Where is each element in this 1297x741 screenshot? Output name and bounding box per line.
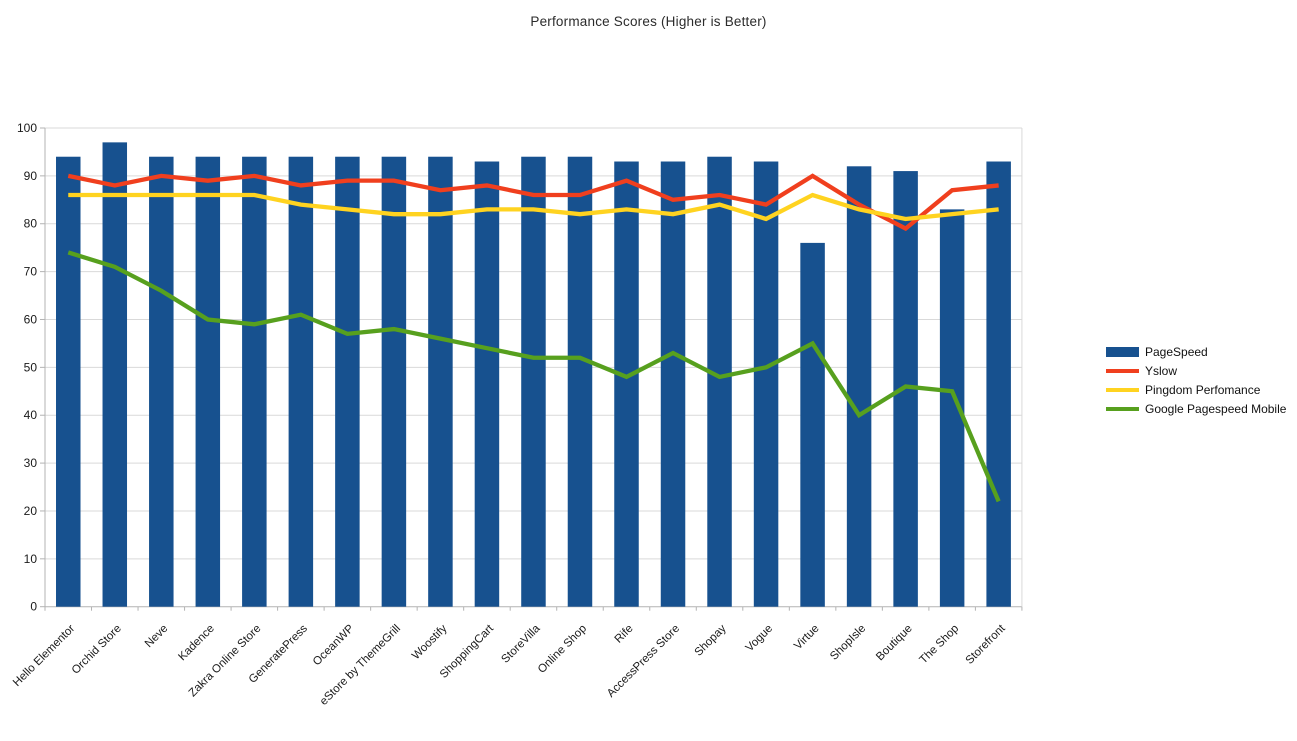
bar-oceanwp bbox=[335, 156, 360, 607]
series-line-pingdom-perfomance bbox=[68, 192, 999, 222]
x-axis-label: Orchid Store bbox=[70, 623, 124, 677]
bar-storefront bbox=[986, 161, 1011, 607]
bar-shoppingcart bbox=[474, 161, 500, 607]
x-axis-label: eStore by ThemeGrill bbox=[318, 623, 403, 708]
x-axis-label: Hello Elementor bbox=[11, 623, 77, 689]
legend: PageSpeed Yslow Pingdom Perfomance Google P… bbox=[1106, 342, 1286, 418]
legend-label-pagespeed: PageSpeed bbox=[1145, 344, 1208, 359]
x-axis-label: Boutique bbox=[874, 623, 915, 664]
bar-estore-by-themegrill bbox=[381, 156, 407, 607]
y-axis-label: 70 bbox=[24, 265, 38, 279]
x-axis-label: Vogue bbox=[744, 623, 776, 655]
bar-storevilla bbox=[521, 156, 546, 607]
bar-hello-elementor bbox=[56, 156, 81, 607]
x-axis-label: Rife bbox=[613, 623, 636, 646]
y-axis-label: 10 bbox=[24, 552, 38, 566]
y-axis-label: 50 bbox=[24, 360, 38, 374]
x-axis-label: Neve bbox=[143, 623, 170, 650]
bar-shopay bbox=[707, 156, 732, 607]
legend-item-pagespeed: PageSpeed bbox=[1106, 342, 1286, 361]
bar-vogue bbox=[753, 161, 779, 607]
x-axis-label: The Shop bbox=[918, 623, 962, 667]
series-line-google-pagespeed-mobile bbox=[67, 250, 1001, 503]
y-axis-label: 0 bbox=[30, 600, 37, 614]
bar-woostify bbox=[428, 156, 453, 607]
legend-label-yslow: Yslow bbox=[1145, 363, 1178, 378]
legend-item-pingdom-perfomance: Pingdom Perfomance bbox=[1106, 380, 1286, 399]
x-axis-label: ShopIsle bbox=[828, 623, 868, 663]
bar-online-shop bbox=[567, 156, 593, 607]
x-axis-label: OceanWP bbox=[311, 622, 357, 668]
legend-swatch-pingdom-perfomance bbox=[1106, 387, 1139, 392]
y-axis-label: 20 bbox=[24, 504, 38, 518]
x-axis-label: Virtue bbox=[792, 623, 822, 653]
y-axis-label: 100 bbox=[17, 121, 37, 135]
chart-title: Performance Scores (Higher is Better) bbox=[530, 14, 767, 29]
bar-accesspress-store bbox=[660, 161, 686, 607]
legend-swatch-yslow bbox=[1106, 368, 1139, 373]
bar-virtue bbox=[800, 242, 825, 607]
x-axis-label: StoreVilla bbox=[499, 622, 543, 666]
bar-rife bbox=[614, 161, 639, 607]
legend-item-google-pagespeed-mobile: Google Pagespeed Mobile bbox=[1106, 399, 1286, 418]
x-axis-label: Kadence bbox=[176, 623, 217, 664]
x-axis-label: Woostify bbox=[410, 622, 450, 662]
bar-shopisle bbox=[846, 166, 872, 607]
bar-neve bbox=[149, 156, 174, 607]
x-axis-label: Online Shop bbox=[536, 623, 589, 676]
y-axis-label: 90 bbox=[24, 169, 38, 183]
y-axis-label: 80 bbox=[24, 217, 38, 231]
legend-item-yslow: Yslow bbox=[1106, 361, 1286, 380]
legend-label-pingdom-perfomance: Pingdom Perfomance bbox=[1145, 382, 1261, 397]
legend-swatch-pagespeed bbox=[1106, 346, 1139, 357]
x-axis-label: Shopay bbox=[693, 622, 729, 658]
bar-zakra-online-store bbox=[242, 156, 267, 607]
y-axis-label: 60 bbox=[24, 312, 38, 326]
y-axis-label: 40 bbox=[24, 408, 38, 422]
series-line-yslow bbox=[67, 173, 999, 232]
x-axis-label: Storefront bbox=[964, 622, 1009, 667]
bar-orchid-store bbox=[102, 142, 128, 607]
legend-swatch-google-pagespeed-mobile bbox=[1106, 406, 1139, 411]
bar-generatepress bbox=[288, 156, 314, 607]
bar-kadence bbox=[195, 156, 221, 607]
legend-label-google-pagespeed-mobile: Google Pagespeed Mobile bbox=[1145, 401, 1287, 416]
y-axis-label: 30 bbox=[24, 456, 38, 470]
